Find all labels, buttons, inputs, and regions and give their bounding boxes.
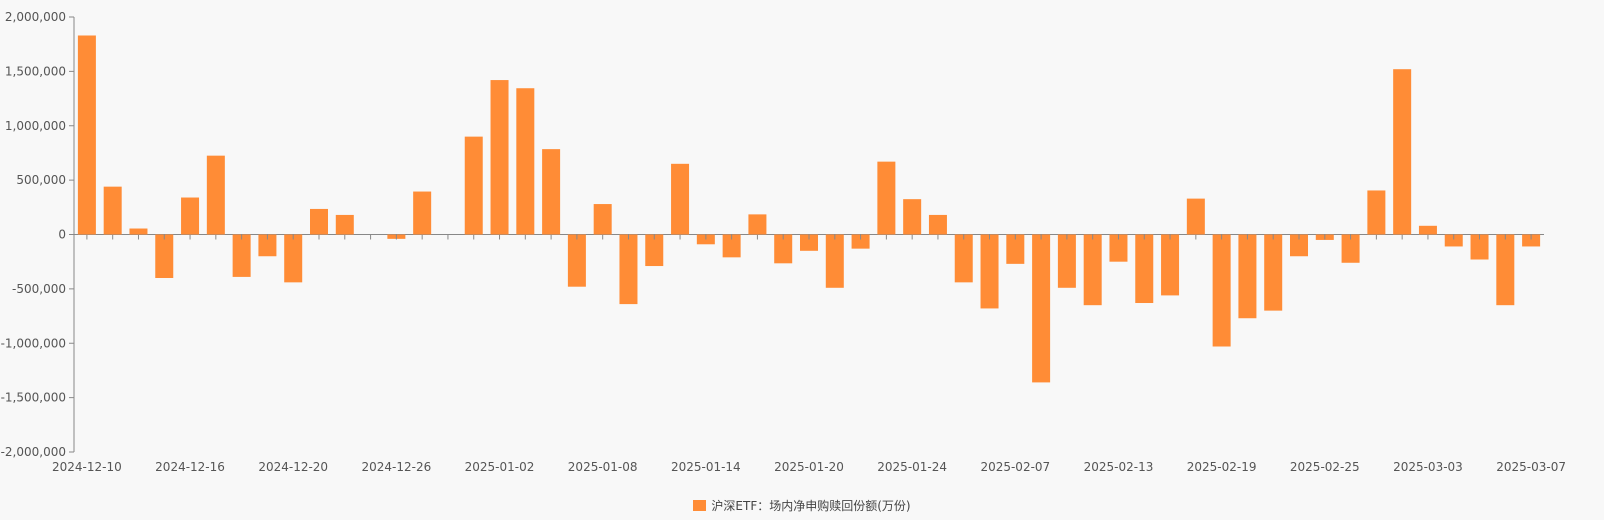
bar[interactable] [980,234,999,309]
bar[interactable] [413,191,432,235]
x-tick-label: 2024-12-16 [155,460,225,474]
x-tick-label: 2024-12-10 [52,460,122,474]
bar[interactable] [516,88,535,235]
x-tick-label: 2024-12-26 [361,460,431,474]
y-axis: 2,000,000 1,500,000 1,000,000 500,000 0 -500,… [1,10,1544,459]
bar[interactable] [1393,69,1412,235]
x-tick-label: 2025-02-25 [1290,460,1360,474]
bar[interactable] [542,149,561,235]
bar[interactable] [903,199,922,235]
bar[interactable] [1444,234,1463,247]
bar[interactable] [310,208,328,235]
bar[interactable] [567,234,586,287]
bar[interactable] [258,234,277,257]
y-tick-label: 0 [58,228,66,242]
bar[interactable] [335,214,354,235]
y-tick-label: -1,000,000 [1,336,66,350]
bar[interactable] [671,163,690,235]
x-tick-label: 2025-01-02 [465,460,535,474]
x-tick-label: 2025-03-03 [1393,460,1463,474]
bar[interactable] [1161,234,1180,296]
bar[interactable] [1367,190,1386,235]
legend[interactable]: 沪深ETF：场内净申购赎回份额(万份) [0,497,1604,514]
bar[interactable] [1264,234,1283,311]
bar[interactable] [155,234,174,279]
x-tick-label: 2025-02-19 [1187,460,1257,474]
bar[interactable] [1032,234,1051,383]
bar[interactable] [1496,234,1515,306]
bar[interactable] [619,234,638,305]
bar[interactable] [774,234,793,264]
bar[interactable] [206,155,225,235]
x-tick-label: 2025-01-24 [877,460,947,474]
x-tick-label: 2025-02-13 [1084,460,1154,474]
bar[interactable] [1212,234,1231,347]
bar[interactable] [645,234,664,267]
bar[interactable] [1418,225,1437,235]
bar[interactable] [593,204,612,235]
x-tick-label: 2024-12-20 [258,460,328,474]
bar[interactable] [748,214,767,235]
bar[interactable] [129,228,148,235]
x-tick-label: 2025-01-08 [568,460,638,474]
bar[interactable] [1290,234,1308,257]
x-axis: 2024-12-10 2024-12-16 2024-12-20 2024-12-26… [52,234,1566,474]
bar[interactable] [77,35,96,235]
bar[interactable] [1238,234,1257,319]
y-tick-label: -1,500,000 [1,391,66,405]
y-tick-label: -500,000 [12,282,66,296]
bar[interactable] [490,80,509,235]
bar[interactable] [1522,234,1541,247]
x-tick-label: 2025-01-14 [671,460,741,474]
bar[interactable] [877,161,896,235]
bar[interactable] [1470,234,1489,260]
bar[interactable] [181,197,200,235]
y-tick-label: -2,000,000 [1,445,66,459]
bar[interactable] [1135,234,1154,304]
bar[interactable] [1186,198,1205,235]
bar[interactable] [232,234,251,277]
y-tick-label: 500,000 [16,173,66,187]
x-tick-label: 2025-03-07 [1496,460,1566,474]
bar[interactable] [800,234,818,251]
y-tick-label: 1,500,000 [5,64,66,78]
bars [77,35,1541,383]
legend-label: 沪深ETF：场内净申购赎回份额(万份) [711,499,911,513]
y-tick-label: 2,000,000 [5,10,66,24]
y-tick-label: 1,000,000 [5,119,66,133]
bar[interactable] [464,136,483,235]
bar[interactable] [851,234,870,249]
bar[interactable] [954,234,973,283]
x-tick-label: 2025-01-20 [774,460,844,474]
legend-swatch [693,500,707,511]
bar[interactable] [1006,234,1025,264]
bar[interactable] [722,234,741,258]
x-tick-label: 2025-02-07 [980,460,1050,474]
bar[interactable] [1109,234,1128,262]
bar[interactable] [1057,234,1076,288]
bar[interactable] [284,234,303,283]
bar[interactable] [928,214,947,235]
bar[interactable] [825,234,844,288]
bar[interactable] [103,186,122,235]
bar[interactable] [1341,234,1360,263]
bar[interactable] [1083,234,1102,306]
